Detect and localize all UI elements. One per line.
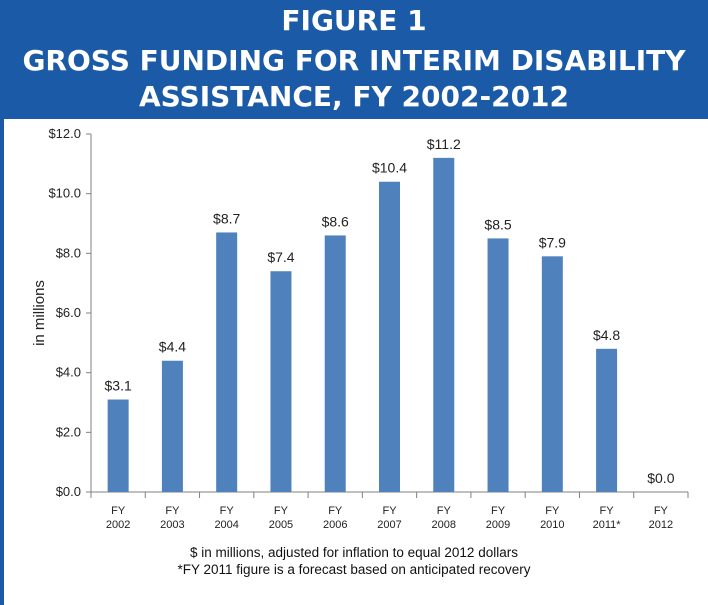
data-label: $8.5 <box>484 216 511 232</box>
x-category-label: FY <box>220 505 235 517</box>
figure-header: FIGURE 1 GROSS FUNDING FOR INTERIM DISAB… <box>0 0 708 119</box>
bar <box>216 232 238 492</box>
x-category-label: 2002 <box>106 519 130 531</box>
y-tick-label: $2.0 <box>56 424 81 439</box>
y-tick-label: $6.0 <box>56 305 81 320</box>
x-category-label: 2009 <box>486 519 510 531</box>
x-category-label: 2007 <box>377 519 401 531</box>
x-category-label: FY <box>600 505 615 517</box>
x-category-label: 2004 <box>214 519 238 531</box>
x-category-label: FY <box>382 505 397 517</box>
bar <box>487 238 509 492</box>
data-label: $0.0 <box>647 470 674 486</box>
data-label: $3.1 <box>105 378 132 394</box>
y-tick-label: $8.0 <box>56 245 81 260</box>
x-category-label: FY <box>437 505 452 517</box>
data-label: $7.4 <box>267 249 294 265</box>
bar <box>596 348 618 492</box>
x-category-label: FY <box>545 505 560 517</box>
x-category-label: 2012 <box>649 519 673 531</box>
x-category-label: 2006 <box>323 519 347 531</box>
footnote-units: $ in millions, adjusted for inflation to… <box>190 545 518 560</box>
bar <box>433 157 455 492</box>
bar <box>541 256 563 492</box>
data-label: $8.7 <box>213 210 240 226</box>
bar <box>324 235 346 492</box>
y-tick-label: $4.0 <box>56 365 81 380</box>
figure-title-line-2: ASSISTANCE, FY 2002-2012 <box>138 80 570 113</box>
x-category-label: FY <box>165 505 180 517</box>
x-category-label: 2003 <box>160 519 184 531</box>
y-tick-label: $12.0 <box>48 126 81 141</box>
data-label: $4.4 <box>159 339 186 355</box>
figure-title-line-1: GROSS FUNDING FOR INTERIM DISABILITY <box>22 44 686 77</box>
x-category-label: FY <box>328 505 343 517</box>
data-label: $10.4 <box>372 160 407 176</box>
data-label: $4.8 <box>593 327 620 343</box>
x-category-label: FY <box>491 505 506 517</box>
bar <box>379 181 400 492</box>
x-category-label: 2008 <box>432 519 456 531</box>
x-category-label: 2010 <box>540 519 564 531</box>
data-label: $11.2 <box>427 136 461 152</box>
figure-number: FIGURE 1 <box>281 4 427 37</box>
bar <box>107 399 129 492</box>
bar <box>161 360 183 492</box>
x-category-label: FY <box>111 505 126 517</box>
x-category-label: FY <box>654 505 669 517</box>
footnote-forecast: *FY 2011 figure is a forecast based on a… <box>177 562 531 577</box>
x-category-label: 2005 <box>269 519 293 531</box>
y-axis-title: in millions <box>31 280 48 346</box>
x-category-label: FY <box>274 505 289 517</box>
left-border <box>0 0 4 605</box>
data-label: $7.9 <box>539 234 566 250</box>
y-tick-label: $10.0 <box>48 186 81 201</box>
x-category-label: 2011* <box>593 519 622 531</box>
data-label: $8.6 <box>322 213 349 229</box>
bar <box>270 271 292 492</box>
y-tick-label: $0.0 <box>56 484 81 499</box>
